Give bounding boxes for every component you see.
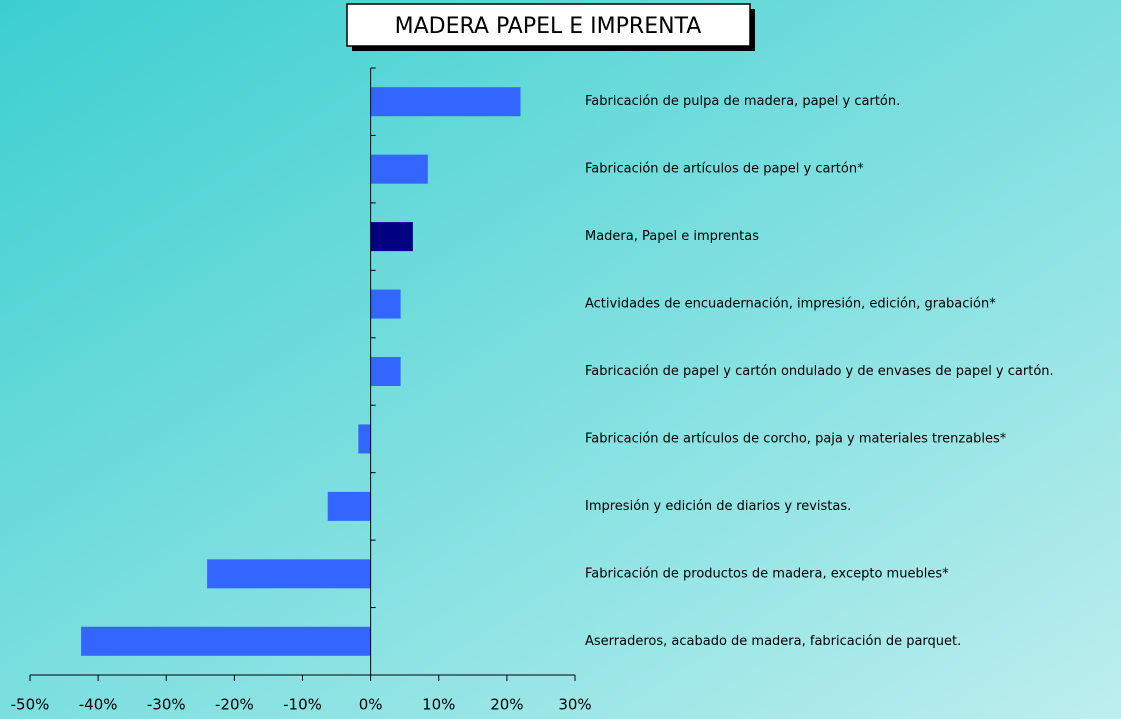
bar [207, 559, 371, 589]
bar [370, 87, 521, 117]
bar [327, 491, 371, 521]
bar [370, 357, 401, 386]
x-tick-label: -40% [79, 696, 118, 714]
bar [370, 222, 413, 252]
x-tick-label: -20% [215, 696, 254, 714]
category-label: Impresión y edición de diarios y revista… [585, 499, 851, 514]
x-tick-label: 20% [490, 696, 523, 714]
title-box [346, 3, 751, 47]
x-tick-label: 30% [558, 696, 591, 714]
category-label: Fabricación de artículos de corcho, paja… [585, 431, 1007, 446]
category-label: Aserraderos, acabado de madera, fabricac… [585, 634, 961, 649]
x-tick-label: 0% [359, 696, 383, 714]
x-tick-label: -50% [11, 696, 50, 714]
category-label: Fabricación de productos de madera, exce… [585, 566, 949, 581]
category-label: Madera, Papel e imprentas [585, 229, 759, 244]
x-tick-label: -10% [283, 696, 322, 714]
category-label: Fabricación de artículos de papel y cart… [585, 162, 864, 177]
chart-title: MADERA PAPEL E IMPRENTA [395, 14, 702, 39]
bar [81, 626, 371, 656]
category-label: Actividades de encuadernación, impresión… [585, 297, 996, 312]
bar [370, 289, 401, 319]
bar [370, 154, 428, 184]
category-label: Fabricación de pulpa de madera, papel y … [585, 94, 900, 109]
category-label: Fabricación de papel y cartón ondulado y… [585, 364, 1054, 379]
x-tick-label: -30% [147, 696, 186, 714]
bar [358, 424, 371, 454]
x-tick-label: 10% [422, 696, 455, 714]
